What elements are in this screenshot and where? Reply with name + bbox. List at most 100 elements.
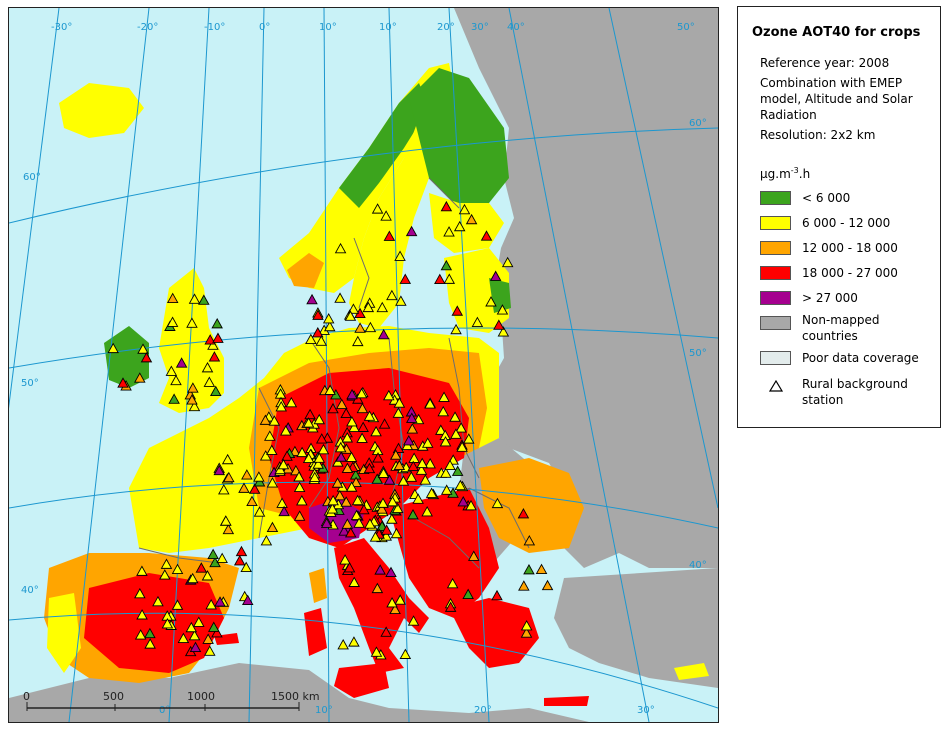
station-marker <box>380 210 392 221</box>
station-marker <box>406 412 418 423</box>
station-marker <box>248 483 261 494</box>
sweden <box>349 118 434 328</box>
station-marker <box>370 425 382 437</box>
scale-label-0: 0 <box>23 690 30 703</box>
station-marker <box>322 312 335 324</box>
station-marker <box>220 515 232 526</box>
station-marker <box>324 384 336 395</box>
station-marker <box>134 629 147 640</box>
station-marker <box>327 494 339 506</box>
station-marker <box>203 376 216 387</box>
station-marker <box>259 414 272 425</box>
station-marker <box>390 449 402 460</box>
station-marker <box>201 570 214 581</box>
station-marker <box>187 382 199 393</box>
station-marker <box>371 582 384 594</box>
svg-text:10°: 10° <box>319 22 337 33</box>
station-marker <box>336 398 348 410</box>
station-marker <box>393 397 406 408</box>
station-marker <box>216 552 228 563</box>
legend-title: Ozone AOT40 for crops <box>752 25 921 40</box>
station-marker <box>136 565 148 576</box>
svg-text:40°: 40° <box>21 585 39 596</box>
station-marker <box>276 497 288 508</box>
svg-text:60°: 60° <box>689 118 707 129</box>
station-marker <box>348 421 360 432</box>
station-marker <box>380 524 393 535</box>
station-marker <box>201 361 214 373</box>
station-marker <box>344 310 357 321</box>
legend-swatch-non-mapped <box>760 316 791 330</box>
station-marker <box>444 601 457 612</box>
station-marker <box>372 452 384 463</box>
legend-swatch-poor-coverage <box>760 351 791 365</box>
station-marker <box>268 415 281 426</box>
station-marker <box>171 599 184 610</box>
station-marker <box>323 320 336 332</box>
romania <box>479 458 584 553</box>
station-marker <box>334 489 346 501</box>
ireland <box>104 326 149 388</box>
station-marker <box>278 505 290 517</box>
station-marker <box>186 572 199 584</box>
station-marker <box>353 517 365 528</box>
station-marker <box>266 521 279 533</box>
station-marker <box>338 525 350 536</box>
legend-swatch-18000-27000 <box>760 266 791 280</box>
station-marker <box>341 462 354 473</box>
station-marker <box>357 421 369 432</box>
svg-text:10°: 10° <box>315 705 333 716</box>
station-marker <box>453 220 466 232</box>
station-marker <box>412 493 424 504</box>
sardinia <box>304 608 327 656</box>
station-marker <box>170 374 182 386</box>
station-marker <box>340 407 352 419</box>
station-marker <box>235 545 248 557</box>
station-marker <box>305 333 317 345</box>
station-marker <box>390 527 403 539</box>
scale-bar: 0 500 1000 1500 km <box>23 690 320 711</box>
station-marker <box>485 296 497 307</box>
legend-label-lt6000: < 6 000 <box>802 191 851 205</box>
station-marker <box>334 242 347 254</box>
station-marker <box>160 558 173 569</box>
station-marker <box>358 503 370 515</box>
station-marker <box>467 550 480 561</box>
station-marker <box>266 477 279 488</box>
station-marker <box>222 523 235 535</box>
station-marker <box>523 534 536 546</box>
svg-text:50°: 50° <box>21 378 39 389</box>
station-marker <box>306 293 318 305</box>
station-marker <box>312 326 324 338</box>
station-marker <box>134 372 146 383</box>
station-marker <box>377 467 390 478</box>
station-marker <box>144 627 156 639</box>
station-marker <box>188 293 201 304</box>
station-marker <box>352 335 364 347</box>
station-marker <box>399 273 412 284</box>
station-marker <box>165 365 178 376</box>
station-marker <box>207 339 219 350</box>
station-marker <box>117 377 129 388</box>
station-marker <box>364 321 377 333</box>
station-marker <box>302 417 315 428</box>
station-marker <box>315 433 328 444</box>
station-marker <box>456 441 468 452</box>
station-marker <box>166 292 179 304</box>
station-marker <box>186 317 198 328</box>
legend-label-gt27000: > 27 000 <box>802 291 858 305</box>
station-marker <box>444 459 456 471</box>
svg-text:60°: 60° <box>23 172 41 183</box>
station-marker <box>312 458 324 469</box>
station-marker <box>425 487 438 498</box>
station-marker <box>440 484 453 495</box>
station-marker <box>386 289 398 301</box>
iceland <box>59 83 144 138</box>
station-marker <box>446 577 459 589</box>
norway-green <box>339 83 429 208</box>
station-marker <box>317 443 330 455</box>
station-marker <box>304 408 316 420</box>
station-marker <box>520 627 533 638</box>
scale-label-500: 500 <box>103 690 124 703</box>
station-marker <box>205 598 217 610</box>
